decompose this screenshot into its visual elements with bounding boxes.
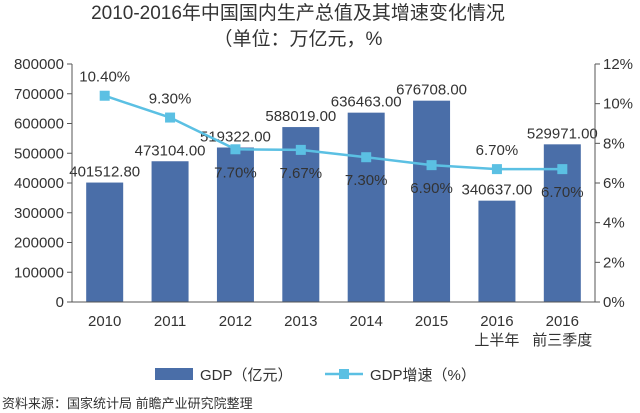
right-tick-label: 2%: [603, 254, 625, 271]
growth-label: 9.30%: [149, 91, 192, 108]
left-tick-label: 200000: [14, 235, 64, 252]
legend-line-marker: [339, 369, 349, 379]
category-labels: 2010 2011 2012 2013 2014 2015 2016 上半年 2016 前三季度: [88, 313, 592, 349]
growth-label: 7.70%: [214, 164, 257, 181]
gdp-bars: [86, 100, 581, 303]
growth-label: 6.70%: [476, 142, 519, 159]
right-tick-label: 6%: [603, 175, 625, 192]
growth-line: [99, 90, 568, 175]
right-axis-ticks: 0% 2% 4% 6% 8% 10% 12%: [595, 56, 633, 311]
category-label: 2012: [219, 313, 252, 330]
gdp-bar: [478, 200, 516, 302]
growth-label: 7.30%: [345, 172, 388, 189]
category-label: 2013: [284, 313, 317, 330]
left-tick-label: 300000: [14, 205, 64, 222]
gdp-bar: [216, 147, 254, 302]
chart-subtitle: （单位：万亿元，%: [214, 28, 383, 50]
gdp-bar-label: 529971.00: [527, 125, 598, 142]
category-label: 2010: [88, 313, 121, 330]
growth-label: 10.40%: [79, 69, 130, 86]
left-tick-label: 400000: [14, 175, 64, 192]
category-sublabel: 上半年: [474, 332, 519, 349]
gdp-bar: [86, 182, 124, 302]
left-axis-ticks: 0 100000 200000 300000 400000 500000 600000 700…: [14, 56, 72, 311]
growth-point: [99, 90, 110, 101]
left-tick-label: 600000: [14, 116, 64, 133]
gdp-bar: [347, 112, 385, 303]
growth-point: [230, 144, 241, 155]
growth-labels: 10.40% 9.30% 7.70% 7.67% 7.30% 6.90% 6.70% 6.70…: [79, 69, 583, 201]
category-label: 2016: [546, 313, 579, 330]
gdp-bar-label: 676708.00: [396, 82, 467, 99]
left-tick-label: 500000: [14, 145, 64, 162]
growth-point: [491, 164, 502, 175]
left-tick-label: 100000: [14, 264, 64, 281]
growth-label: 6.70%: [541, 184, 584, 201]
right-tick-label: 0%: [603, 294, 625, 311]
gdp-bar-label: 636463.00: [331, 94, 402, 111]
category-label: 2015: [415, 313, 448, 330]
growth-label: 6.90%: [410, 180, 453, 197]
gdp-bar: [413, 100, 451, 302]
gdp-bar: [151, 161, 189, 302]
left-tick-label: 0: [56, 294, 64, 311]
growth-point: [295, 144, 306, 155]
gdp-bar-label: 340637.00: [461, 182, 532, 199]
category-label: 2011: [154, 313, 186, 330]
left-tick-label: 800000: [14, 56, 64, 73]
category-sublabel: 前三季度: [532, 332, 592, 349]
category-label: 2016: [480, 313, 513, 330]
gdp-bar-label: 588019.00: [265, 108, 336, 125]
gdp-bar: [282, 127, 320, 302]
legend-bar-label: GDP（亿元）: [200, 367, 293, 384]
growth-point: [361, 152, 372, 163]
right-tick-label: 8%: [603, 135, 625, 152]
right-tick-label: 4%: [603, 215, 625, 232]
right-tick-label: 10%: [603, 96, 633, 113]
left-tick-label: 700000: [14, 86, 64, 103]
legend-bar-swatch: [155, 368, 193, 380]
right-tick-label: 12%: [603, 56, 633, 73]
legend: GDP（亿元） GDP增速（%）: [155, 367, 476, 384]
growth-point: [557, 164, 568, 175]
growth-label: 7.67%: [280, 165, 323, 182]
chart-title: 2010-2016年中国国内生产总值及其增速变化情况: [91, 2, 505, 24]
growth-point: [165, 112, 176, 123]
legend-line-label: GDP增速（%）: [370, 367, 476, 384]
gdp-bar-label: 401512.80: [69, 164, 140, 181]
growth-point: [426, 160, 437, 171]
growth-line-path: [104, 94, 563, 171]
gdp-bar-label: 473104.00: [135, 142, 206, 159]
category-label: 2014: [350, 313, 383, 330]
source-note: 资料来源：国家统计局 前瞻产业研究院整理: [2, 396, 253, 411]
axes: [71, 64, 596, 303]
